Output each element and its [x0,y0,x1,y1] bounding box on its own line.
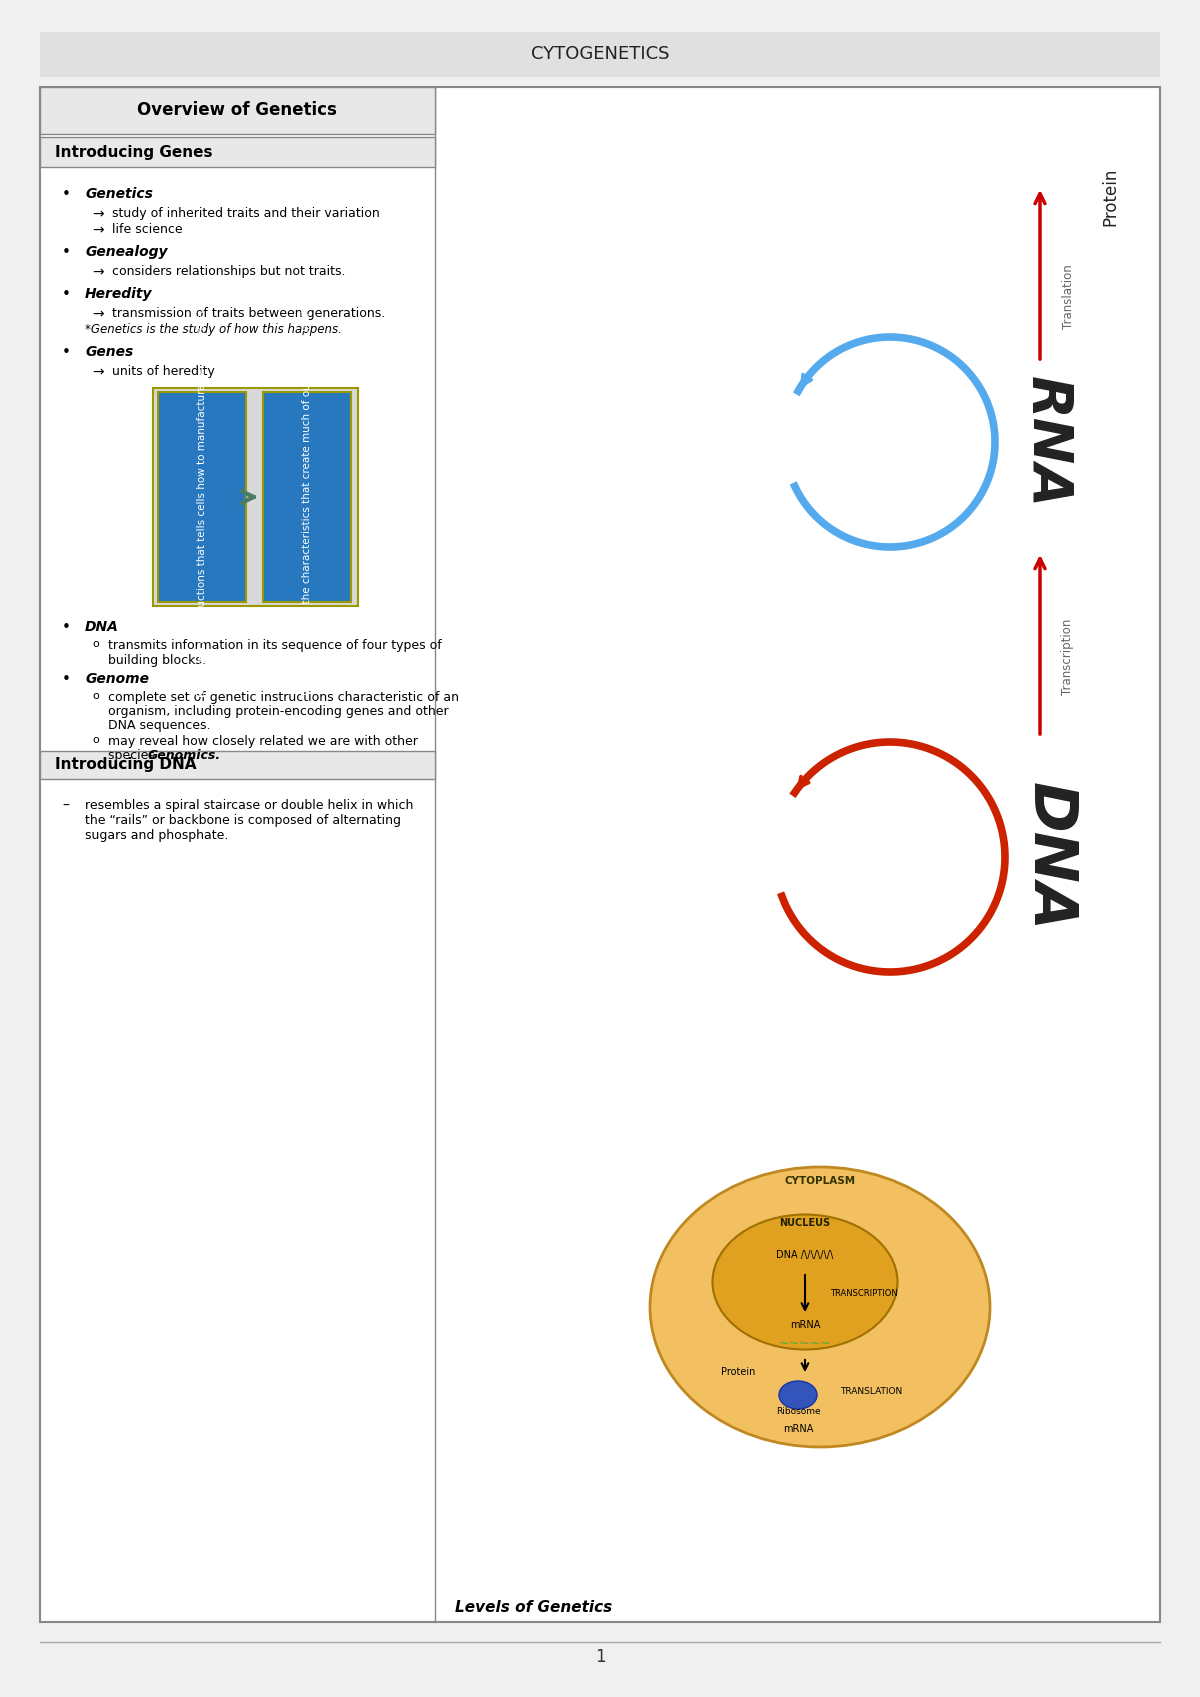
Text: NUCLEUS: NUCLEUS [780,1218,830,1229]
FancyBboxPatch shape [40,32,1160,76]
Text: Transcription: Transcription [1062,619,1074,696]
Text: Genome: Genome [85,672,149,686]
Text: •: • [62,619,71,635]
Ellipse shape [650,1168,990,1448]
Text: TRANSLATION: TRANSLATION [840,1388,902,1397]
Text: mRNA: mRNA [782,1424,814,1434]
Text: mRNA: mRNA [790,1320,820,1330]
Text: DNA: DNA [85,619,119,635]
Text: DNA sequences.: DNA sequences. [108,720,210,731]
Text: Genetics: Genetics [85,187,152,200]
Text: considers relationships but not traits.: considers relationships but not traits. [112,265,346,278]
Text: CYTOGENETICS: CYTOGENETICS [530,46,670,63]
Text: •: • [62,672,71,687]
Text: Genealogy: Genealogy [85,244,168,260]
Text: Translation: Translation [1062,265,1074,329]
Text: Protein: Protein [1102,168,1120,226]
Text: –: – [62,799,68,813]
Text: •: • [62,287,71,302]
Text: transmits information in its sequence of four types of: transmits information in its sequence of… [108,640,442,652]
Text: study of inherited traits and their variation: study of inherited traits and their vari… [112,207,379,221]
Text: Levels of Genetics: Levels of Genetics [455,1600,612,1614]
Text: 1: 1 [595,1648,605,1666]
Text: the “rails” or backbone is composed of alternating: the “rails” or backbone is composed of a… [85,815,401,826]
Text: Biochemical instructions that tells cells how to manufacture certain proteins: Biochemical instructions that tells cell… [197,297,208,697]
Text: →: → [92,265,103,278]
Text: •: • [62,244,71,260]
Text: TRANSCRIPTION: TRANSCRIPTION [830,1288,898,1298]
Text: →: → [92,365,103,378]
FancyBboxPatch shape [263,392,352,602]
Text: →: → [92,207,103,221]
Text: transmission of traits between generations.: transmission of traits between generatio… [112,307,385,321]
Text: o: o [92,735,98,745]
Text: organism, including protein-encoding genes and other: organism, including protein-encoding gen… [108,704,449,718]
Text: complete set of genetic instructions characteristic of an: complete set of genetic instructions cha… [108,691,458,704]
Text: •: • [62,344,71,360]
FancyBboxPatch shape [154,389,358,606]
Ellipse shape [713,1215,898,1349]
Text: RNA: RNA [1020,375,1074,507]
Text: resembles a spiral staircase or double helix in which: resembles a spiral staircase or double h… [85,799,413,811]
Text: DNA /\/\/\/\/\: DNA /\/\/\/\/\ [776,1251,834,1259]
Text: Overview of Genetics: Overview of Genetics [137,102,337,119]
Text: life science: life science [112,222,182,236]
Text: species –: species – [108,748,169,762]
Text: CYTOPLASM: CYTOPLASM [785,1176,856,1186]
Text: Ribosome: Ribosome [775,1407,821,1415]
Text: →: → [92,222,103,238]
Text: DNA: DNA [1020,782,1079,932]
Text: •: • [62,187,71,202]
Text: o: o [92,691,98,701]
Text: ~~~~~: ~~~~~ [779,1337,832,1349]
Text: →: → [92,307,103,321]
Ellipse shape [779,1381,817,1409]
Text: o: o [92,640,98,648]
Text: units of heredity: units of heredity [112,365,215,378]
Text: Genomics.: Genomics. [148,748,221,762]
Text: *Genetics is the study of how this happens.: *Genetics is the study of how this happe… [85,322,342,336]
Text: Genes: Genes [85,344,133,360]
Text: Introducing Genes: Introducing Genes [55,144,212,160]
FancyBboxPatch shape [40,137,436,166]
FancyBboxPatch shape [40,752,436,779]
FancyBboxPatch shape [158,392,246,602]
Text: may reveal how closely related we are with other: may reveal how closely related we are wi… [108,735,418,748]
Text: Protein: Protein [721,1368,755,1376]
FancyBboxPatch shape [40,87,436,134]
Text: building blocks.: building blocks. [108,653,206,667]
Text: Heredity: Heredity [85,287,152,300]
Text: Impart or control the characteristics that create much of our INDIVIDUALITY: Impart or control the characteristics th… [302,299,312,694]
FancyBboxPatch shape [40,87,1160,1622]
Text: sugars and phosphate.: sugars and phosphate. [85,830,228,842]
Text: Introducing DNA: Introducing DNA [55,757,197,772]
